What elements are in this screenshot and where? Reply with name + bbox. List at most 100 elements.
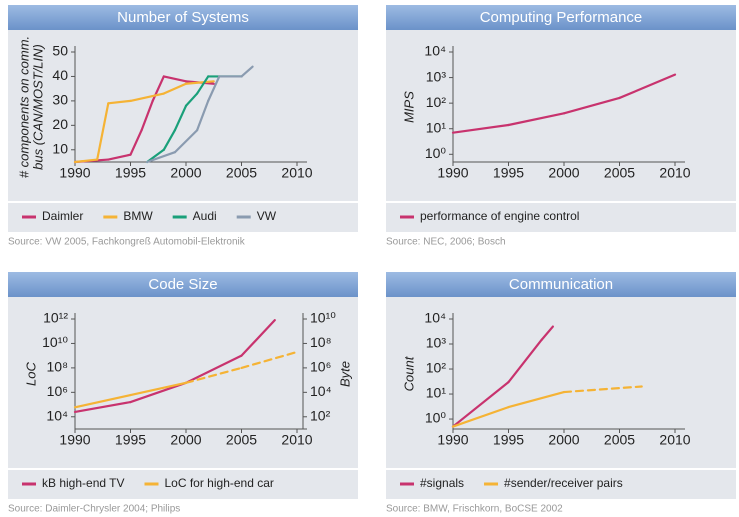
chart-title: Communication (509, 276, 613, 293)
series-line (507, 112, 566, 127)
series-line (173, 129, 199, 154)
series-line (562, 96, 621, 115)
y-axis-label: Count (401, 355, 416, 391)
chart-title: Number of Systems (117, 9, 249, 26)
series-line (507, 390, 566, 409)
y-tick-label: 10¹ (426, 119, 447, 135)
x-tick-label: 1990 (59, 432, 90, 448)
y-tick-label: 10⁸ (47, 359, 69, 375)
x-tick-label: 1995 (115, 432, 146, 448)
series-line (618, 73, 677, 100)
y-tick-label: 30 (52, 92, 68, 108)
y2-tick-label: 10² (310, 407, 331, 423)
x-tick-label: 2000 (548, 165, 579, 181)
x-tick-label: 1990 (59, 165, 90, 181)
series-line (207, 75, 221, 102)
panel-background (8, 5, 358, 232)
y-tick-label: 10² (426, 360, 447, 376)
series-line (184, 354, 243, 384)
y-tick-label: 50 (52, 43, 68, 59)
series-line (184, 80, 215, 85)
y-tick-label: 10¹⁰ (42, 334, 68, 350)
y-axis-label: bus (CAN/MOST/LIN) (30, 44, 45, 170)
x-tick-label: 1990 (437, 165, 468, 181)
legend-label: performance of engine control (420, 209, 579, 223)
source-note: Source: BMW, Frischkorn, BoCSE 2002 (386, 504, 563, 515)
y-tick-label: 40 (52, 67, 68, 83)
legend-label: VW (257, 209, 277, 223)
series-line (507, 338, 543, 384)
series-line (107, 153, 132, 161)
series-line (129, 381, 188, 404)
series-line (184, 366, 243, 384)
source-note: Source: VW 2005, Fachkongreß Automobil-E… (8, 237, 246, 248)
y2-tick-label: 10¹⁰ (310, 310, 336, 326)
x-tick-label: 2010 (659, 165, 690, 181)
y-tick-label: 10³ (426, 335, 447, 351)
legend-label: Daimler (42, 209, 83, 223)
y-axis-label: MIPS (401, 91, 416, 123)
y-tick-label: 10⁴ (424, 310, 446, 326)
series-line (540, 325, 555, 341)
series-line (162, 82, 188, 95)
y-tick-label: 10⁴ (424, 43, 446, 59)
series-line (162, 75, 188, 83)
panel-background (8, 272, 358, 499)
panel-header (8, 5, 358, 30)
x-tick-label: 2010 (281, 165, 312, 181)
legend-label: #sender/receiver pairs (504, 476, 623, 490)
legend-label: kB high-end TV (42, 476, 125, 490)
series-line (96, 102, 110, 161)
y2-axis-label: Byte (337, 361, 352, 387)
x-tick-label: 2000 (170, 432, 201, 448)
series-line (451, 381, 510, 428)
x-tick-label: 2000 (548, 432, 579, 448)
y-axis-label: LoC (23, 361, 38, 385)
y2-tick-label: 10⁶ (310, 359, 331, 375)
series-line (140, 99, 154, 132)
series-line (129, 92, 165, 102)
y-axis-label: # components on comm. (16, 36, 31, 178)
chart-title: Computing Performance (480, 9, 643, 26)
series-line (129, 381, 188, 397)
y-tick-label: 10⁶ (47, 383, 68, 399)
x-tick-label: 1995 (493, 165, 524, 181)
panel-header (8, 272, 358, 297)
x-tick-label: 2005 (226, 165, 257, 181)
x-tick-label: 2005 (604, 432, 635, 448)
series-line (173, 104, 188, 132)
y-tick-label: 10¹ (426, 385, 447, 401)
y2-tick-label: 10⁴ (310, 383, 332, 399)
series-line (240, 65, 254, 78)
y-tick-label: 10² (426, 94, 447, 110)
legend-label: Audi (193, 209, 217, 223)
x-tick-label: 2010 (659, 432, 690, 448)
y-tick-label: 10⁰ (425, 145, 447, 161)
series-line (451, 123, 510, 134)
y-tick-label: 10³ (426, 68, 447, 84)
series-line (73, 400, 132, 414)
x-tick-label: 1995 (493, 432, 524, 448)
source-note: Source: NEC, 2006; Bosch (386, 237, 506, 248)
x-tick-label: 2000 (170, 165, 201, 181)
x-tick-label: 1995 (115, 165, 146, 181)
x-tick-label: 2005 (604, 165, 635, 181)
legend-label: LoC for high-end car (165, 476, 274, 490)
series-line (240, 319, 276, 357)
y2-tick-label: 10⁸ (310, 334, 332, 350)
source-note: Source: Daimler-Chrysler 2004; Philips (8, 504, 180, 515)
series-line (129, 129, 143, 156)
series-line (73, 158, 99, 164)
x-tick-label: 1990 (437, 432, 468, 448)
series-line (146, 151, 176, 164)
series-line (107, 99, 132, 105)
series-line (184, 92, 199, 107)
series-line (240, 350, 299, 369)
x-tick-label: 2010 (281, 432, 312, 448)
series-line (151, 75, 165, 102)
chart-title: Code Size (148, 276, 217, 293)
y-tick-label: 10⁴ (46, 407, 68, 423)
legend-label: #signals (420, 476, 464, 490)
panel-header (386, 5, 736, 30)
